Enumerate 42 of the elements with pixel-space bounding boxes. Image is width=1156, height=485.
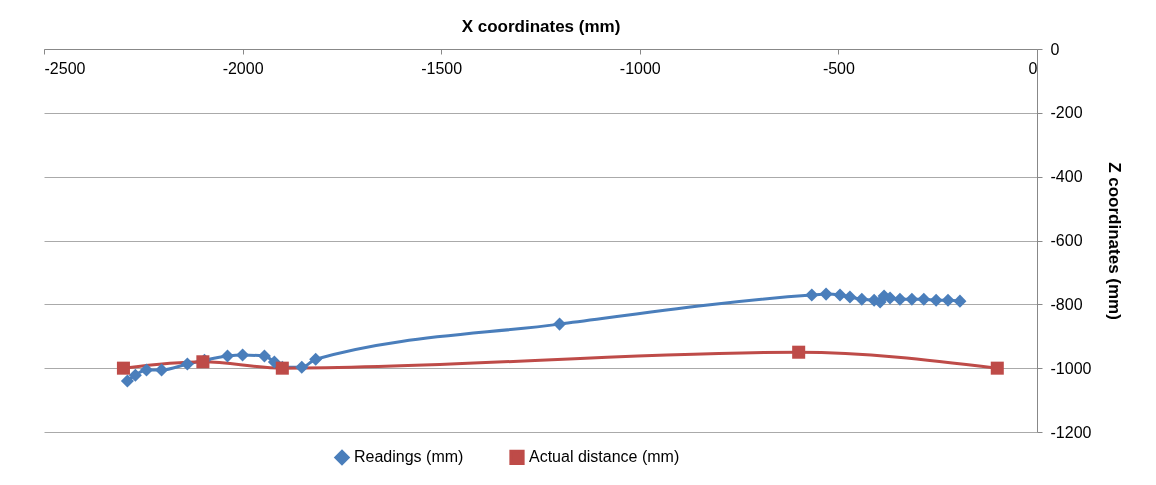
x-tick-label: -1000	[619, 59, 661, 77]
legend-label: Actual distance (mm)	[529, 448, 680, 466]
point	[236, 348, 250, 362]
point	[220, 349, 235, 363]
point	[929, 293, 943, 307]
point	[843, 290, 857, 304]
point	[941, 293, 955, 307]
point	[116, 361, 130, 375]
point	[792, 345, 806, 359]
y-axis-title: Z coordinates (mm)	[1105, 162, 1125, 320]
y-tick-label: -1000	[1050, 359, 1092, 377]
point	[120, 374, 134, 388]
y-tick-label: -600	[1050, 232, 1083, 249]
x-tick-label: -2000	[222, 59, 264, 77]
point	[819, 287, 833, 301]
x-tick-label: 0	[1028, 59, 1038, 77]
point	[139, 363, 153, 377]
point	[128, 368, 142, 382]
x-axis-title: X coordinates (mm)	[461, 16, 621, 36]
point	[893, 292, 907, 306]
point	[917, 292, 931, 306]
point	[905, 292, 919, 306]
y-tick-label: -1200	[1050, 423, 1092, 441]
y-tick-label: 0	[1050, 40, 1060, 58]
point	[257, 349, 271, 363]
point	[295, 360, 309, 374]
point	[805, 288, 819, 302]
point	[855, 292, 869, 306]
x-tick-label: -500	[822, 59, 856, 77]
legend-label: Readings (mm)	[354, 448, 464, 466]
x-tick-label: -1500	[421, 59, 463, 77]
x-tick-label: -2500	[44, 59, 86, 77]
y-tick-label: -800	[1050, 295, 1083, 313]
point	[309, 352, 323, 366]
point	[180, 357, 194, 371]
y-tick-label: -400	[1050, 168, 1083, 186]
point	[953, 294, 967, 308]
point	[833, 288, 847, 302]
y-tick-label: -200	[1050, 104, 1083, 122]
point	[553, 317, 567, 331]
point	[155, 363, 169, 377]
point	[990, 361, 1004, 375]
